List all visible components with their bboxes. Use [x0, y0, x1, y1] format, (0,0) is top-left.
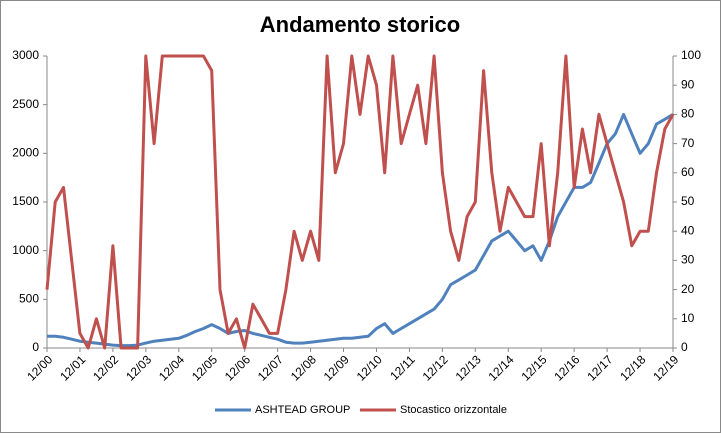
y2-tick-label: 90 — [681, 77, 695, 91]
legend-label: Stocastico orizzontale — [400, 404, 507, 416]
series-line — [45, 54, 675, 350]
y-tick-label: 500 — [19, 292, 39, 306]
y2-tick-label: 10 — [681, 311, 695, 325]
y2-tick-label: 70 — [681, 136, 695, 150]
y-tick-label: 1000 — [12, 243, 39, 257]
y2-tick-label: 0 — [681, 340, 688, 354]
y2-tick-label: 30 — [681, 253, 695, 267]
y-tick-label: 2000 — [12, 146, 39, 160]
y2-tick-label: 80 — [681, 107, 695, 121]
y-tick-label: 0 — [32, 340, 39, 354]
y2-tick-label: 20 — [681, 282, 695, 296]
y2-tick-label: 50 — [681, 194, 695, 208]
y2-tick-label: 60 — [681, 165, 695, 179]
y2-tick-label: 40 — [681, 223, 695, 237]
series-line — [47, 112, 674, 348]
legend-label: ASHTEAD GROUP — [255, 404, 350, 416]
y-tick-label: 2500 — [12, 97, 39, 111]
chart-title: Andamento storico — [260, 12, 460, 37]
y2-tick-label: 100 — [681, 48, 701, 62]
y-tick-label: 3000 — [12, 48, 39, 62]
y-tick-label: 1500 — [12, 194, 39, 208]
